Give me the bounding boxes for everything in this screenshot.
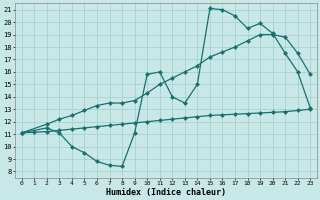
X-axis label: Humidex (Indice chaleur): Humidex (Indice chaleur) [106, 188, 226, 197]
